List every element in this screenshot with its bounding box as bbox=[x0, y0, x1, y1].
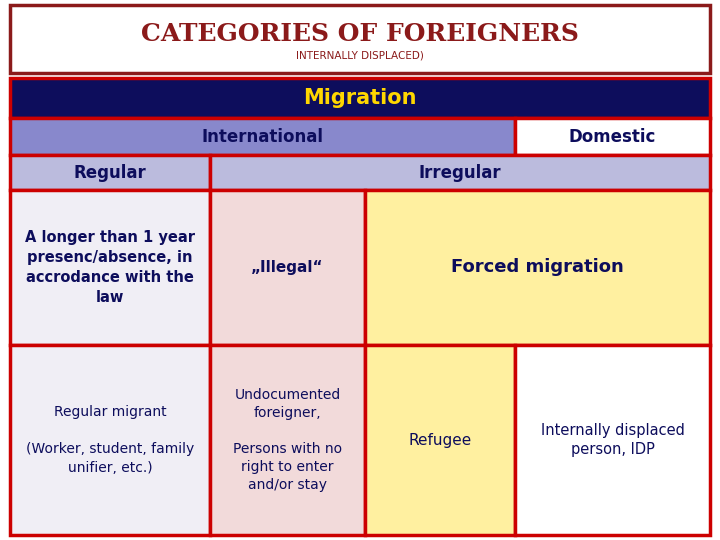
Text: Undocumented
foreigner,

Persons with no
right to enter
and/or stay: Undocumented foreigner, Persons with no … bbox=[233, 388, 342, 491]
Bar bbox=[365, 345, 515, 535]
Text: „Illegal“: „Illegal“ bbox=[251, 260, 324, 275]
Bar bbox=[210, 155, 710, 190]
Text: INTERNALLY DISPLACED): INTERNALLY DISPLACED) bbox=[296, 51, 424, 61]
Text: Refugee: Refugee bbox=[408, 433, 472, 448]
Bar bbox=[515, 118, 710, 155]
Bar bbox=[210, 345, 365, 535]
Text: International: International bbox=[202, 127, 323, 145]
Bar bbox=[10, 5, 710, 73]
Bar bbox=[210, 190, 365, 345]
Bar bbox=[10, 345, 210, 535]
Text: Irregular: Irregular bbox=[419, 164, 501, 181]
Bar bbox=[365, 190, 710, 345]
Bar bbox=[10, 78, 710, 118]
Text: Forced migration: Forced migration bbox=[451, 259, 624, 276]
Bar bbox=[10, 155, 210, 190]
Bar bbox=[10, 118, 515, 155]
Text: Domestic: Domestic bbox=[569, 127, 656, 145]
Text: Regular migrant

(Worker, student, family
unifier, etc.): Regular migrant (Worker, student, family… bbox=[26, 406, 194, 475]
Bar bbox=[10, 190, 210, 345]
Text: CATEGORIES OF FOREIGNERS: CATEGORIES OF FOREIGNERS bbox=[141, 22, 579, 45]
Text: Regular: Regular bbox=[73, 164, 146, 181]
Text: Migration: Migration bbox=[303, 88, 417, 108]
Text: A longer than 1 year
presenc/absence, in
accrodance with the
law: A longer than 1 year presenc/absence, in… bbox=[25, 230, 195, 305]
Bar bbox=[515, 345, 710, 535]
Text: Internally displaced
person, IDP: Internally displaced person, IDP bbox=[541, 423, 685, 457]
